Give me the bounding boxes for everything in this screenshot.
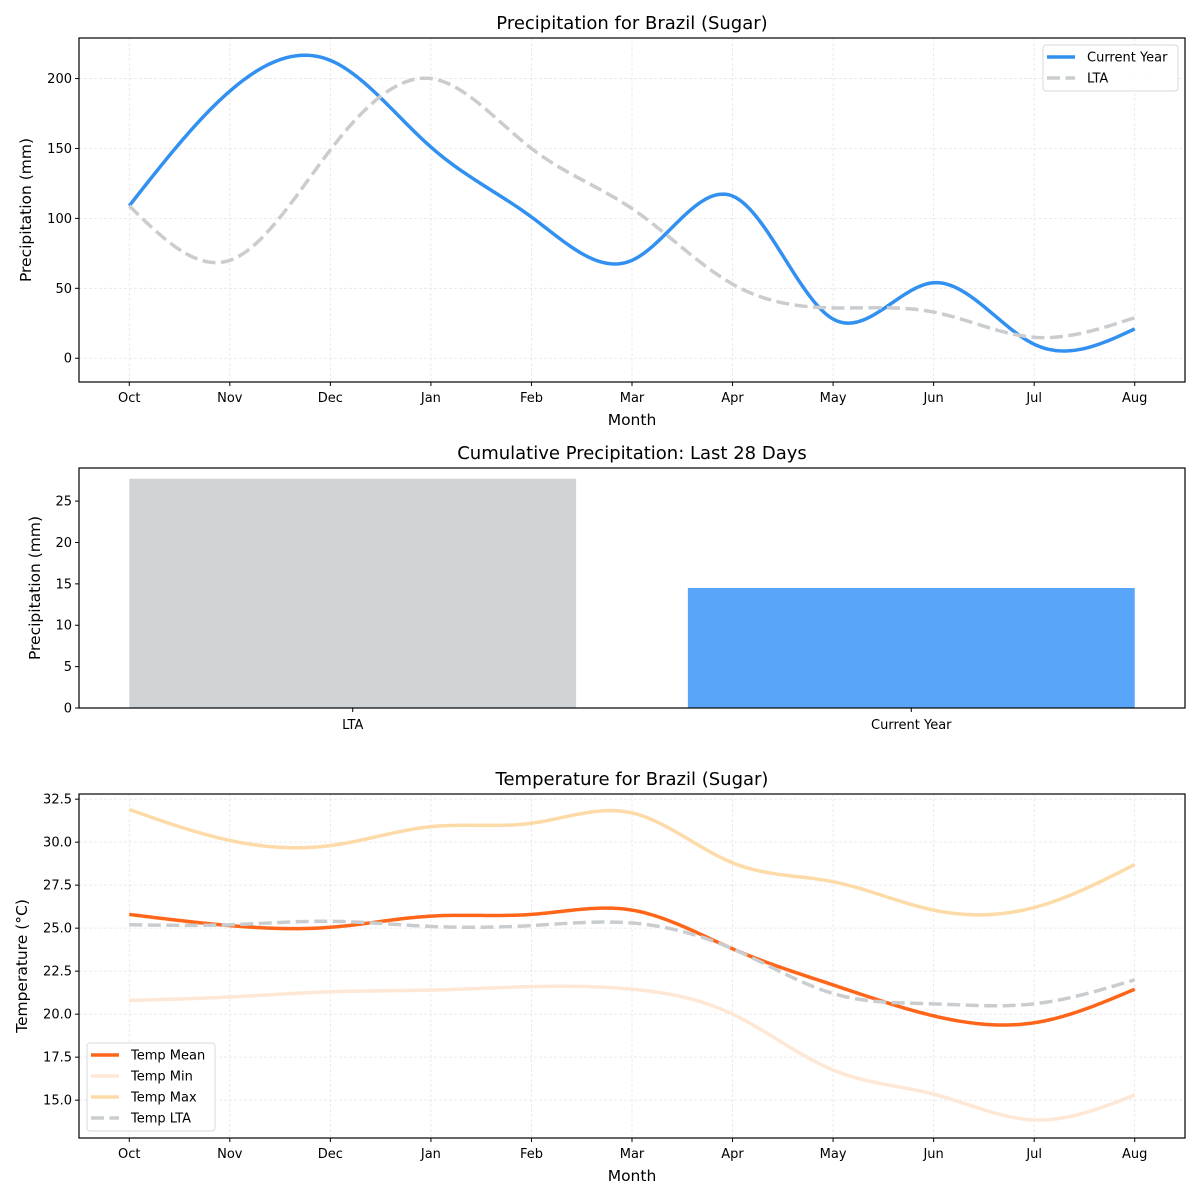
series-line-temp-mean <box>129 906 1136 1027</box>
series-group <box>128 807 1136 1122</box>
bar-current-year <box>687 588 1135 708</box>
y-axis-label: Temperature (°C) <box>13 899 31 1034</box>
bars-group <box>129 478 1135 708</box>
legend-label: Temp Mean <box>130 1049 205 1064</box>
legend-box <box>1042 44 1179 92</box>
x-tick-label: Current Year <box>871 718 952 733</box>
legend-label: LTA <box>1087 72 1108 87</box>
chart-title: Cumulative Precipitation: Last 28 Days <box>457 443 807 464</box>
x-axis-label: Month <box>608 411 657 429</box>
y-tick-label: 22.5 <box>43 965 72 980</box>
legend-box <box>86 1042 216 1132</box>
chart-title: Precipitation for Brazil (Sugar) <box>496 13 767 34</box>
y-tick-label: 17.5 <box>43 1051 72 1066</box>
x-tick-label: Mar <box>620 1147 645 1162</box>
bar-lta <box>129 478 577 708</box>
y-tick-label: 25.0 <box>43 922 72 937</box>
grid <box>79 794 1185 1138</box>
chart-title: Temperature for Brazil (Sugar) <box>495 769 769 790</box>
x-tick-label: Aug <box>1122 1147 1147 1162</box>
y-tick-label: 20.0 <box>43 1008 72 1023</box>
y-tick-label: 100 <box>47 212 72 227</box>
y-axis-label: Precipitation (mm) <box>26 516 44 660</box>
x-tick-label: Apr <box>721 1147 744 1162</box>
x-tick-label: Jul <box>1025 391 1042 406</box>
y-tick-label: 150 <box>47 142 72 157</box>
y-tick-label: 30.0 <box>43 836 72 851</box>
grid <box>79 38 1185 382</box>
y-axis-label: Precipitation (mm) <box>17 138 35 282</box>
x-tick-label: Jun <box>922 1147 943 1162</box>
y-tick-label: 200 <box>47 72 72 87</box>
x-axis-label: Month <box>608 1167 657 1185</box>
y-tick-label: 10 <box>55 619 72 634</box>
y-tick-label: 32.5 <box>43 793 72 808</box>
x-tick-label: May <box>820 1147 847 1162</box>
x-tick-label: Jan <box>420 1147 441 1162</box>
x-tick-label: Feb <box>520 1147 543 1162</box>
series-line-lta <box>128 76 1136 340</box>
x-tick-label: Mar <box>620 391 645 406</box>
x-tick-label: Feb <box>520 391 543 406</box>
x-tick-label: Jan <box>420 391 441 406</box>
series-line-temp-max <box>128 807 1136 917</box>
y-tick-label: 25 <box>55 495 72 510</box>
x-tick-label: Dec <box>318 1147 343 1162</box>
x-tick-label: Nov <box>217 391 243 406</box>
x-ticks: Oct Nov Dec Jan Feb Mar Apr May Jun Jul Aug <box>118 382 1147 406</box>
series-line-current-year <box>127 53 1136 353</box>
series-line-temp-min <box>129 984 1136 1122</box>
y-ticks: 0 50 100 150 200 <box>47 72 79 367</box>
y-tick-label: 0 <box>64 352 72 367</box>
x-tick-label: Apr <box>721 391 744 406</box>
x-ticks: LTA Current Year <box>342 708 952 733</box>
y-ticks: 0 5 10 15 20 25 <box>55 495 79 717</box>
legend: Temp Mean Temp Min Temp Max Temp LTA <box>86 1042 216 1132</box>
legend-label: Temp Min <box>130 1070 193 1085</box>
y-tick-label: 27.5 <box>43 879 72 894</box>
legend-label: Temp Max <box>130 1091 197 1106</box>
legend-label: Temp LTA <box>130 1112 191 1127</box>
y-tick-label: 50 <box>55 282 72 297</box>
y-tick-label: 0 <box>64 702 72 717</box>
axes-frame <box>78 467 1186 709</box>
y-ticks: 15.0 17.5 20.0 22.5 25.0 27.5 30.0 32.5 <box>43 793 79 1109</box>
series-group <box>127 53 1136 353</box>
x-tick-label: Jun <box>922 391 943 406</box>
x-tick-label: Jul <box>1025 1147 1042 1162</box>
y-tick-label: 20 <box>55 536 72 551</box>
x-tick-label: LTA <box>342 718 363 733</box>
x-tick-label: Aug <box>1122 391 1147 406</box>
precipitation-line-chart: Oct Nov Dec Jan Feb Mar Apr May Jun Jul Aug 0 50 100… <box>17 13 1186 429</box>
cumulative-bar-chart: LTA Current Year 0 5 10 15 20 25 Cumulative Pr… <box>26 443 1186 733</box>
y-tick-label: 15.0 <box>43 1094 72 1109</box>
legend: Current Year LTA <box>1042 44 1179 92</box>
x-tick-label: Oct <box>118 1147 140 1162</box>
x-tick-label: Dec <box>318 391 343 406</box>
x-tick-label: Nov <box>217 1147 243 1162</box>
x-tick-label: May <box>820 391 847 406</box>
y-tick-label: 5 <box>64 660 72 675</box>
legend-label: Current Year <box>1087 51 1168 66</box>
x-ticks: Oct Nov Dec Jan Feb Mar Apr May Jun Jul Aug <box>118 1138 1147 1162</box>
y-tick-label: 15 <box>55 577 72 592</box>
temperature-line-chart: Oct Nov Dec Jan Feb Mar Apr May Jun Jul Aug 15.0 17… <box>13 769 1186 1185</box>
series-line-temp-lta <box>129 919 1136 1008</box>
x-tick-label: Oct <box>118 391 140 406</box>
